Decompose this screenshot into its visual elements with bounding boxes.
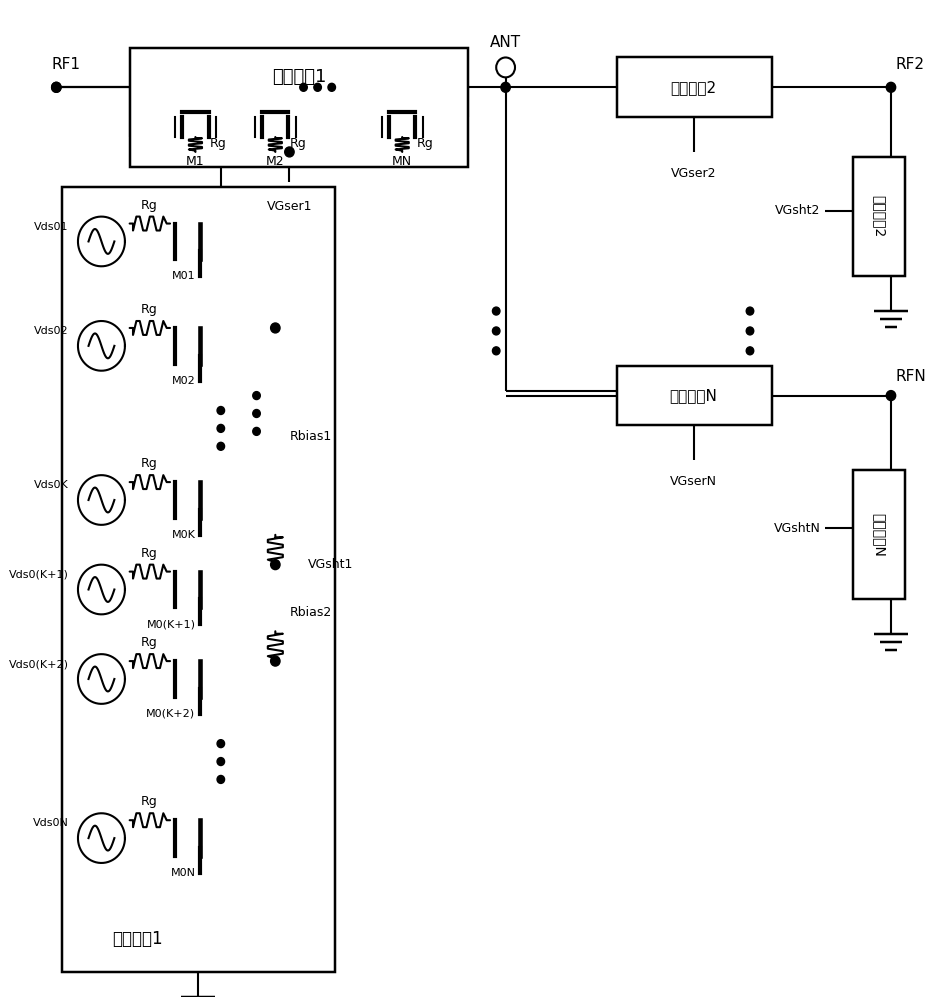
Circle shape [51, 82, 61, 92]
Text: Rg: Rg [290, 137, 307, 150]
Text: M01: M01 [171, 271, 196, 281]
Text: MN: MN [392, 155, 412, 168]
Text: M0N: M0N [171, 868, 196, 878]
Text: Vds0K: Vds0K [34, 480, 69, 490]
Circle shape [270, 323, 280, 333]
Text: M0(K+2): M0(K+2) [146, 709, 196, 719]
Text: Rg: Rg [141, 303, 158, 316]
Text: Rg: Rg [141, 795, 158, 808]
Text: Rg: Rg [417, 137, 433, 150]
Circle shape [270, 560, 280, 570]
Text: Vds01: Vds01 [34, 222, 69, 232]
Text: 并联支路2: 并联支路2 [871, 195, 885, 238]
Text: Vds02: Vds02 [34, 326, 69, 336]
Text: M0(K+1): M0(K+1) [146, 619, 196, 629]
Circle shape [747, 347, 754, 355]
Circle shape [253, 427, 260, 435]
Circle shape [217, 424, 225, 432]
Circle shape [747, 307, 754, 315]
Bar [854, 157, 905, 276]
Text: VGser2: VGser2 [671, 167, 717, 180]
Circle shape [217, 407, 225, 414]
Circle shape [314, 83, 322, 91]
Bar [62, 187, 335, 972]
Circle shape [253, 410, 260, 417]
Text: ANT: ANT [490, 35, 521, 50]
Text: Rg: Rg [141, 457, 158, 470]
Text: Vds0(K+2): Vds0(K+2) [8, 659, 69, 669]
Bar [616, 366, 772, 425]
Circle shape [217, 775, 225, 783]
Circle shape [328, 83, 336, 91]
Text: 并联支路N: 并联支路N [871, 513, 885, 557]
Text: RFN: RFN [896, 369, 926, 384]
Bar [130, 48, 468, 167]
Circle shape [217, 758, 225, 766]
Circle shape [300, 83, 308, 91]
Text: VGsht2: VGsht2 [775, 204, 820, 217]
Circle shape [270, 656, 280, 666]
Circle shape [886, 391, 896, 401]
Text: 并联支路1: 并联支路1 [112, 930, 162, 948]
Text: Rg: Rg [141, 547, 158, 560]
Circle shape [492, 347, 500, 355]
Text: M02: M02 [171, 376, 196, 386]
Bar [854, 470, 905, 599]
Text: Rbias1: Rbias1 [290, 430, 332, 443]
Text: Rg: Rg [141, 199, 158, 212]
Text: Rg: Rg [210, 137, 226, 150]
Text: 串联支路2: 串联支路2 [670, 80, 717, 95]
Text: Vds0N: Vds0N [33, 818, 69, 828]
Circle shape [217, 442, 225, 450]
Circle shape [253, 392, 260, 400]
Circle shape [886, 82, 896, 92]
Text: VGshtN: VGshtN [774, 522, 820, 535]
Text: 串联支路1: 串联支路1 [271, 68, 326, 86]
Text: RF2: RF2 [896, 57, 925, 72]
Circle shape [217, 740, 225, 748]
Text: VGsht1: VGsht1 [308, 558, 353, 571]
Circle shape [500, 82, 511, 92]
Text: M0K: M0K [171, 530, 196, 540]
Text: M2: M2 [266, 155, 284, 168]
Circle shape [492, 327, 500, 335]
Text: Rbias2: Rbias2 [290, 606, 332, 619]
Circle shape [51, 82, 61, 92]
Text: M1: M1 [186, 155, 205, 168]
Circle shape [747, 327, 754, 335]
Bar [616, 57, 772, 117]
Text: VGser1: VGser1 [267, 200, 312, 213]
Text: VGserN: VGserN [670, 475, 717, 488]
Text: Vds0(K+1): Vds0(K+1) [8, 570, 69, 580]
Circle shape [492, 307, 500, 315]
Text: 串联支路N: 串联支路N [670, 388, 718, 403]
Text: RF1: RF1 [51, 57, 81, 72]
Circle shape [285, 147, 295, 157]
Text: Rg: Rg [141, 636, 158, 649]
